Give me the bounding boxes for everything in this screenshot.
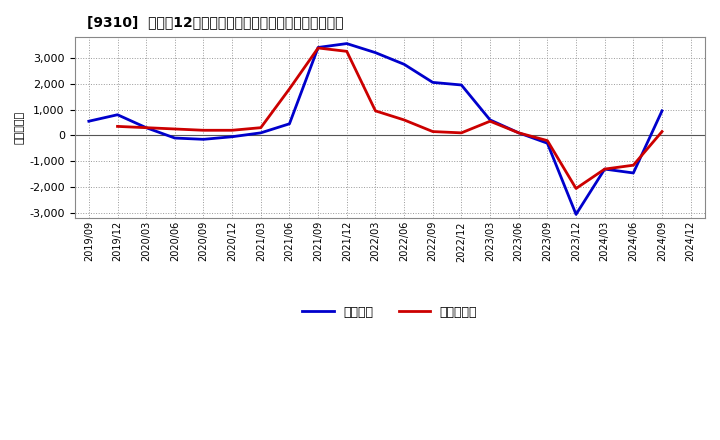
当期純利益 [657, 129, 666, 134]
Line: 経常利益: 経常利益 [89, 44, 662, 214]
Y-axis label: （百万円）: （百万円） [15, 111, 25, 144]
経常利益 [543, 140, 552, 146]
当期純利益 [543, 138, 552, 143]
当期純利益 [113, 124, 122, 129]
当期純利益 [314, 45, 323, 51]
当期純利益 [428, 129, 437, 134]
当期純利益 [142, 125, 150, 130]
経常利益 [629, 170, 638, 176]
経常利益 [371, 50, 379, 55]
経常利益 [256, 130, 265, 136]
当期純利益 [199, 128, 208, 133]
当期純利益 [629, 162, 638, 168]
当期純利益 [371, 108, 379, 114]
当期純利益 [400, 117, 408, 123]
当期純利益 [343, 49, 351, 54]
経常利益 [572, 212, 580, 217]
経常利益 [113, 112, 122, 117]
当期純利益 [514, 130, 523, 136]
経常利益 [314, 45, 323, 50]
経常利益 [228, 134, 236, 139]
当期純利益 [256, 125, 265, 130]
当期純利益 [572, 186, 580, 191]
経常利益 [285, 121, 294, 126]
経常利益 [199, 137, 208, 142]
経常利益 [343, 41, 351, 46]
Text: [9310]  利益だ12か月移動合計の対前年同期増減額の推移: [9310] 利益だ12か月移動合計の対前年同期増減額の推移 [87, 15, 343, 29]
経常利益 [142, 125, 150, 130]
当期純利益 [600, 166, 609, 172]
当期純利益 [171, 126, 179, 132]
経常利益 [457, 82, 466, 88]
当期純利益 [486, 118, 495, 124]
当期純利益 [285, 86, 294, 92]
経常利益 [600, 166, 609, 172]
当期純利益 [457, 130, 466, 136]
Legend: 経常利益, 当期純利益: 経常利益, 当期純利益 [297, 301, 482, 323]
経常利益 [428, 80, 437, 85]
経常利益 [84, 118, 93, 124]
当期純利益 [228, 128, 236, 133]
経常利益 [171, 136, 179, 141]
経常利益 [400, 62, 408, 67]
Line: 当期純利益: 当期純利益 [117, 48, 662, 188]
経常利益 [514, 130, 523, 136]
経常利益 [657, 108, 666, 114]
経常利益 [486, 117, 495, 123]
